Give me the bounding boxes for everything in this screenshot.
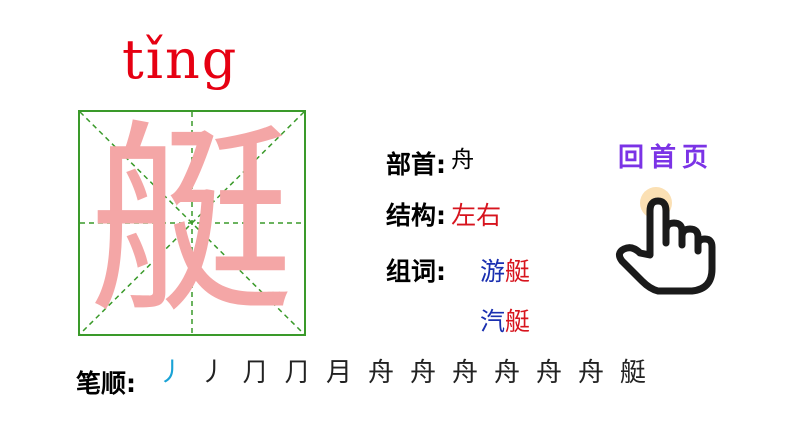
tian-grid: 艇: [78, 110, 306, 336]
word-2: 汽艇: [480, 302, 530, 338]
stroke-step: ⺆: [284, 358, 311, 388]
pinyin: tǐng: [122, 28, 239, 91]
stroke-step: 舟: [578, 358, 605, 388]
grid-lines: [80, 112, 304, 334]
stroke-step: ⺆: [242, 358, 269, 388]
word-1-second: 艇: [505, 257, 531, 286]
stroke-step: 月: [326, 358, 353, 388]
stroke-step: 舟: [494, 358, 521, 388]
stroke-step: 舟: [452, 358, 479, 388]
words-label: 组词:: [386, 257, 446, 286]
stroke-step: 舟: [410, 358, 437, 388]
word-1: 游艇: [480, 252, 530, 288]
stroke-step: 舟: [368, 358, 395, 388]
stroke-order-steps: 丿 丿 ⺆ ⺆ 月 舟 舟 舟 舟 舟 舟 艇: [158, 352, 646, 389]
stroke-step: 丿: [200, 358, 227, 388]
word-1-first: 游: [480, 257, 506, 286]
structure-row: 结构: 左右: [386, 196, 501, 232]
home-button[interactable]: 回首页: [618, 143, 715, 173]
radical-label: 部首:: [386, 150, 446, 179]
structure-label: 结构:: [386, 201, 446, 230]
stroke-step: 舟: [536, 358, 563, 388]
pointing-hand-icon[interactable]: [612, 185, 722, 299]
radical-value: 舟: [451, 147, 475, 173]
stroke-order-label: 笔顺:: [76, 369, 136, 398]
word-2-first: 汽: [480, 307, 506, 336]
words-row: 组词:: [386, 252, 446, 288]
stroke-step: 丿: [158, 358, 185, 388]
word-2-second: 艇: [505, 307, 531, 336]
main-character: 艇: [89, 103, 295, 342]
stroke-step: 艇: [620, 358, 647, 388]
structure-value: 左右: [451, 201, 502, 230]
radical-row: 部首: 舟: [386, 140, 474, 181]
